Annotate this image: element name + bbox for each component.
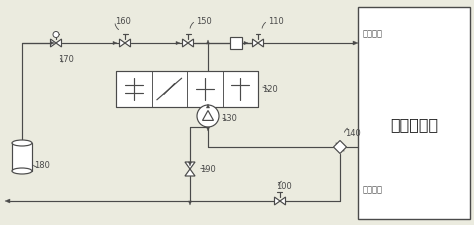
Polygon shape	[51, 40, 56, 48]
Text: 170: 170	[58, 55, 74, 64]
Bar	[187, 72, 222, 108]
Polygon shape	[185, 162, 195, 169]
Polygon shape	[274, 197, 280, 205]
Polygon shape	[353, 42, 358, 46]
Text: 100: 100	[276, 182, 292, 191]
Polygon shape	[185, 169, 195, 176]
Polygon shape	[258, 40, 264, 48]
Polygon shape	[188, 162, 191, 166]
Circle shape	[197, 106, 219, 127]
Polygon shape	[334, 141, 346, 154]
Text: 190: 190	[200, 165, 216, 174]
Text: 180: 180	[34, 161, 50, 170]
Circle shape	[53, 32, 59, 38]
Text: 阳极入口: 阳极入口	[363, 29, 383, 38]
Text: 130: 130	[221, 114, 237, 123]
Text: 150: 150	[196, 17, 212, 26]
Bar	[230, 38, 242, 50]
Polygon shape	[206, 105, 210, 108]
Bar	[116, 72, 258, 108]
Bar	[222, 72, 258, 108]
Polygon shape	[5, 199, 10, 203]
Polygon shape	[188, 201, 191, 205]
Text: 120: 120	[262, 85, 278, 94]
Ellipse shape	[12, 168, 32, 174]
Text: 燃料电池堆: 燃料电池堆	[390, 117, 438, 132]
Text: 110: 110	[268, 17, 284, 26]
Text: 阳极出口: 阳极出口	[363, 185, 383, 194]
Polygon shape	[206, 41, 210, 45]
Polygon shape	[280, 197, 285, 205]
Bar	[12, 143, 32, 171]
Polygon shape	[176, 42, 180, 45]
Text: 140: 140	[345, 129, 361, 138]
Polygon shape	[206, 127, 210, 131]
Bar	[116, 72, 152, 108]
Polygon shape	[253, 40, 258, 48]
Polygon shape	[113, 42, 117, 45]
Polygon shape	[182, 40, 188, 48]
Polygon shape	[244, 42, 248, 45]
Polygon shape	[51, 42, 55, 45]
Ellipse shape	[12, 140, 32, 146]
Bar	[358, 8, 470, 219]
Bar	[152, 72, 187, 108]
Polygon shape	[119, 40, 125, 48]
Polygon shape	[56, 40, 62, 48]
Polygon shape	[188, 40, 193, 48]
Text: 160: 160	[115, 17, 131, 26]
Polygon shape	[125, 40, 130, 48]
Polygon shape	[202, 111, 213, 121]
